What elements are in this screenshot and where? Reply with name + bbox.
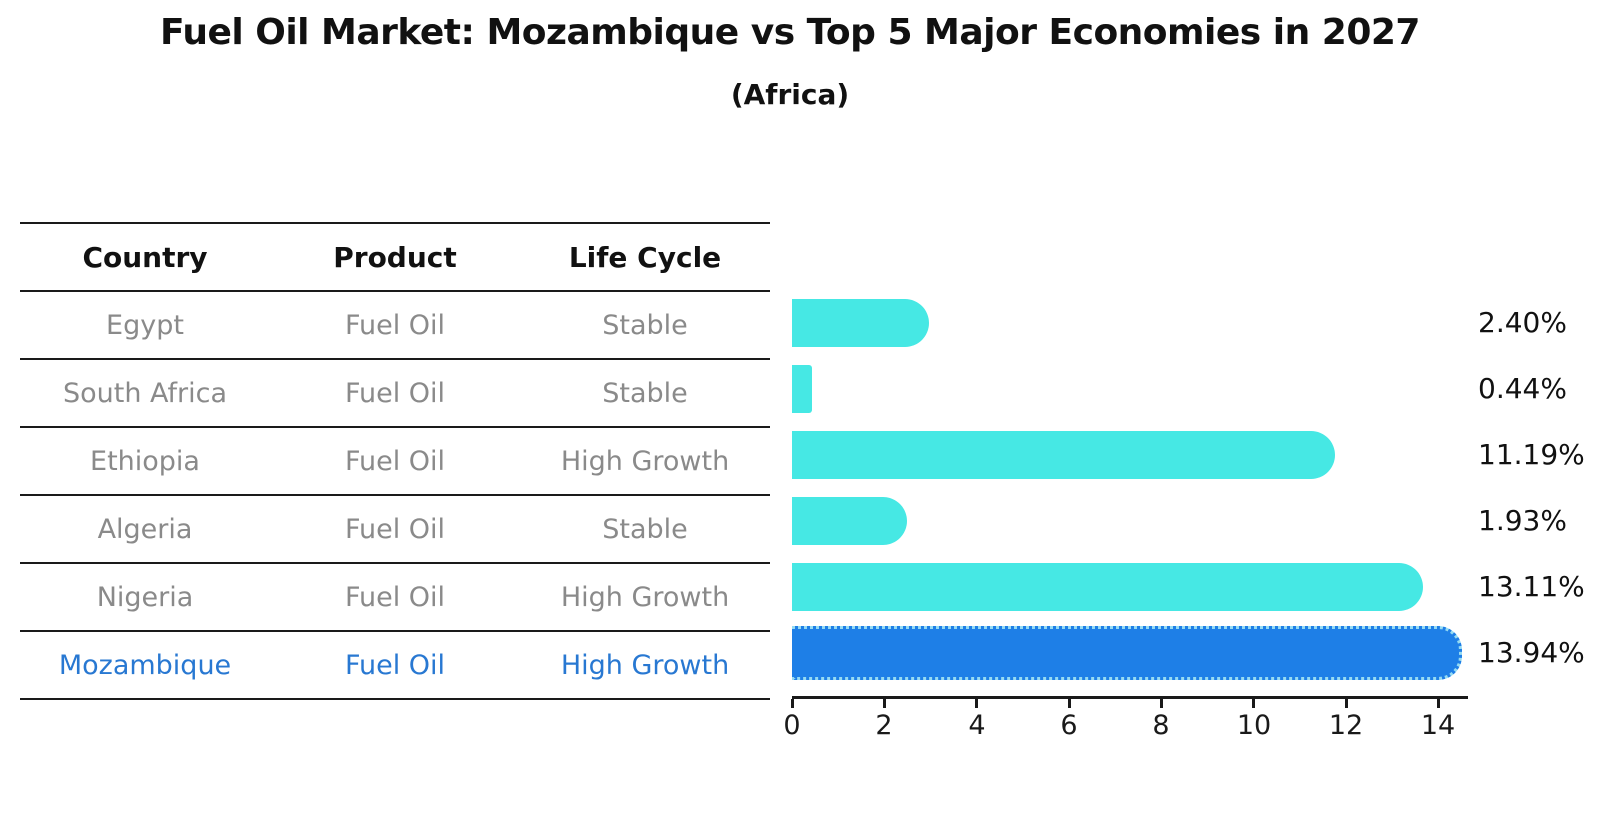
table-header-product: Product bbox=[333, 240, 457, 274]
x-axis-tick bbox=[883, 699, 886, 708]
bar-algeria bbox=[792, 497, 907, 545]
value-label: 2.40% bbox=[1478, 306, 1567, 339]
country-cell: South Africa bbox=[62, 377, 228, 409]
x-axis-tick bbox=[1437, 699, 1440, 708]
bar-south-africa bbox=[792, 365, 812, 413]
product-cell: Fuel Oil bbox=[344, 377, 446, 409]
life-cycle-cell: Stable bbox=[602, 309, 688, 341]
product-cell: Fuel Oil bbox=[344, 581, 446, 613]
x-axis-line bbox=[792, 696, 1468, 699]
x-axis-tick bbox=[1068, 699, 1071, 708]
bar-mozambique bbox=[792, 626, 1462, 680]
x-axis-tick-label: 2 bbox=[875, 710, 893, 741]
x-axis-tick-label: 10 bbox=[1236, 710, 1272, 741]
life-cycle-cell: Stable bbox=[602, 377, 688, 409]
x-axis-tick-label: 0 bbox=[783, 710, 801, 741]
table-row: South Africa Fuel Oil Stable bbox=[20, 358, 770, 426]
table-header-country: Country bbox=[82, 240, 208, 274]
x-axis-tick-label: 12 bbox=[1328, 710, 1364, 741]
x-axis-tick-label: 4 bbox=[968, 710, 986, 741]
table-header-row: Country Product Life Cycle bbox=[20, 222, 770, 290]
value-label: 11.19% bbox=[1478, 438, 1585, 471]
bar-egypt bbox=[792, 299, 929, 347]
value-label: 13.94% bbox=[1478, 636, 1585, 669]
x-axis-tick-label: 6 bbox=[1060, 710, 1078, 741]
x-axis-tick-label: 8 bbox=[1152, 710, 1170, 741]
chart-title: Fuel Oil Market: Mozambique vs Top 5 Maj… bbox=[160, 12, 1420, 53]
table-header-life-cycle: Life Cycle bbox=[568, 240, 722, 274]
value-label: 1.93% bbox=[1478, 504, 1567, 537]
x-axis-tick bbox=[1160, 699, 1163, 708]
x-axis-tick bbox=[975, 699, 978, 708]
country-table: Country Product Life Cycle Egypt Fuel Oil… bbox=[20, 222, 770, 700]
life-cycle-cell: High Growth bbox=[560, 581, 730, 613]
table-row: Egypt Fuel Oil Stable bbox=[20, 290, 770, 358]
x-axis-tick-label: 14 bbox=[1420, 710, 1456, 741]
country-cell: Mozambique bbox=[58, 649, 232, 681]
product-cell: Fuel Oil bbox=[344, 513, 446, 545]
value-label: 0.44% bbox=[1478, 372, 1567, 405]
life-cycle-cell: High Growth bbox=[560, 649, 730, 681]
chart-subtitle: (Africa) bbox=[730, 78, 850, 111]
value-label: 13.11% bbox=[1478, 570, 1585, 603]
product-cell: Fuel Oil bbox=[344, 309, 446, 341]
table-body: Egypt Fuel Oil Stable South Africa Fuel Oil S… bbox=[20, 290, 770, 700]
x-axis-tick bbox=[1345, 699, 1348, 708]
table-row: Ethiopia Fuel Oil High Growth bbox=[20, 426, 770, 494]
product-cell: Fuel Oil bbox=[344, 649, 446, 681]
table-row: Nigeria Fuel Oil High Growth bbox=[20, 562, 770, 630]
country-cell: Egypt bbox=[106, 309, 184, 341]
bar-nigeria bbox=[792, 563, 1423, 611]
country-cell: Nigeria bbox=[96, 581, 194, 613]
life-cycle-cell: Stable bbox=[602, 513, 688, 545]
life-cycle-cell: High Growth bbox=[560, 445, 730, 477]
country-cell: Algeria bbox=[97, 513, 193, 545]
table-row: Algeria Fuel Oil Stable bbox=[20, 494, 770, 562]
country-cell: Ethiopia bbox=[90, 445, 200, 477]
x-axis-tick bbox=[791, 699, 794, 708]
x-axis-tick bbox=[1252, 699, 1255, 708]
table-row: Mozambique Fuel Oil High Growth bbox=[20, 630, 770, 700]
product-cell: Fuel Oil bbox=[344, 445, 446, 477]
bar-ethiopia bbox=[792, 431, 1335, 479]
